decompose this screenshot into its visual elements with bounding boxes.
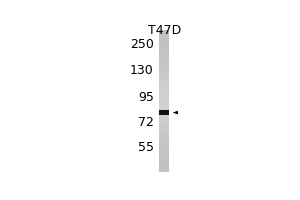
Bar — [159, 66, 169, 69]
Bar — [159, 165, 169, 168]
Text: 95: 95 — [138, 91, 154, 104]
Bar — [159, 119, 169, 122]
Bar — [159, 55, 169, 58]
Bar — [159, 37, 169, 41]
Bar — [159, 83, 169, 87]
Bar — [159, 105, 169, 108]
Text: 55: 55 — [138, 141, 154, 154]
Bar — [159, 80, 169, 83]
Bar — [159, 151, 169, 154]
Bar — [159, 168, 169, 172]
Text: 72: 72 — [138, 116, 154, 129]
Bar — [159, 112, 169, 115]
Bar — [159, 30, 169, 34]
Bar — [159, 161, 169, 165]
Bar — [159, 44, 169, 48]
Bar — [159, 101, 169, 105]
Bar — [159, 94, 169, 97]
Bar — [159, 90, 169, 94]
Bar — [159, 129, 169, 133]
Bar — [159, 122, 169, 126]
Bar — [159, 147, 169, 151]
Bar — [159, 115, 169, 119]
Bar — [159, 110, 169, 115]
Bar — [159, 34, 169, 37]
Bar — [159, 140, 169, 144]
Bar — [159, 126, 169, 129]
Bar — [159, 97, 169, 101]
Bar — [159, 144, 169, 147]
Text: 130: 130 — [130, 64, 154, 77]
Bar — [159, 87, 169, 90]
Bar — [159, 62, 169, 66]
Bar — [159, 73, 169, 76]
Bar — [159, 133, 169, 136]
Bar — [159, 154, 169, 158]
Bar — [159, 48, 169, 51]
Bar — [159, 76, 169, 80]
Bar — [159, 136, 169, 140]
Bar — [159, 108, 169, 112]
Bar — [159, 58, 169, 62]
Bar — [159, 69, 169, 73]
Text: T47D: T47D — [148, 24, 181, 37]
Bar — [159, 158, 169, 161]
Bar — [159, 51, 169, 55]
Text: 250: 250 — [130, 38, 154, 51]
Bar — [159, 41, 169, 44]
Polygon shape — [173, 111, 178, 114]
